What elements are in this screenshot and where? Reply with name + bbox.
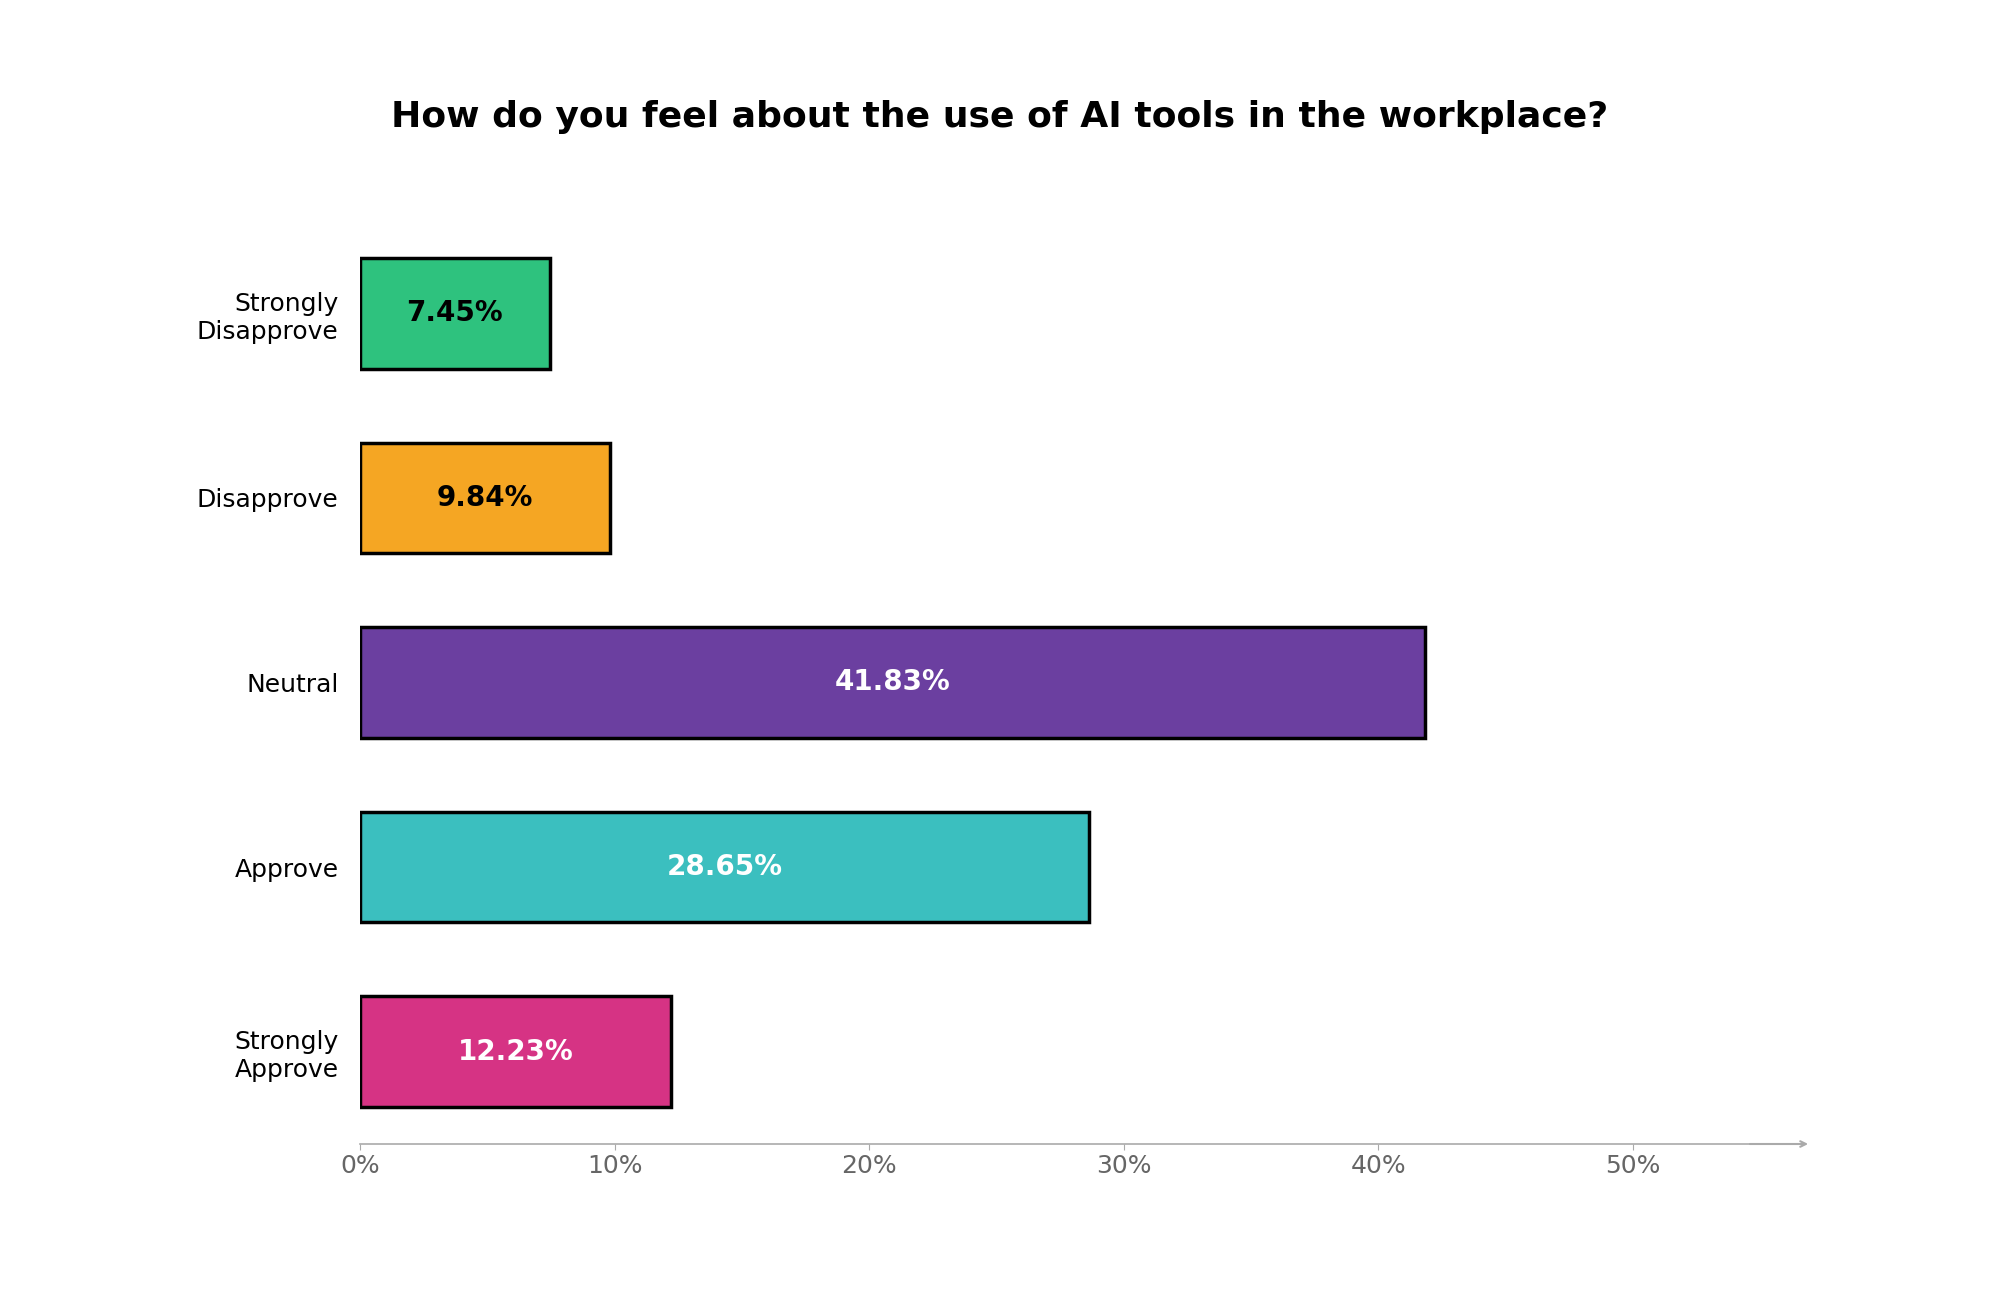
Text: 28.65%: 28.65%	[666, 853, 782, 881]
Bar	[360, 996, 672, 1108]
Text: 7.45%: 7.45%	[406, 299, 504, 328]
Text: 41.83%: 41.83%	[834, 668, 950, 697]
Bar	[360, 257, 550, 369]
Text: 12.23%: 12.23%	[458, 1037, 574, 1066]
Bar	[360, 811, 1090, 923]
Bar	[360, 627, 1424, 738]
Text: How do you feel about the use of AI tools in the workplace?: How do you feel about the use of AI tool…	[392, 100, 1608, 134]
Text: 9.84%: 9.84%	[438, 484, 534, 512]
Bar	[360, 442, 610, 554]
